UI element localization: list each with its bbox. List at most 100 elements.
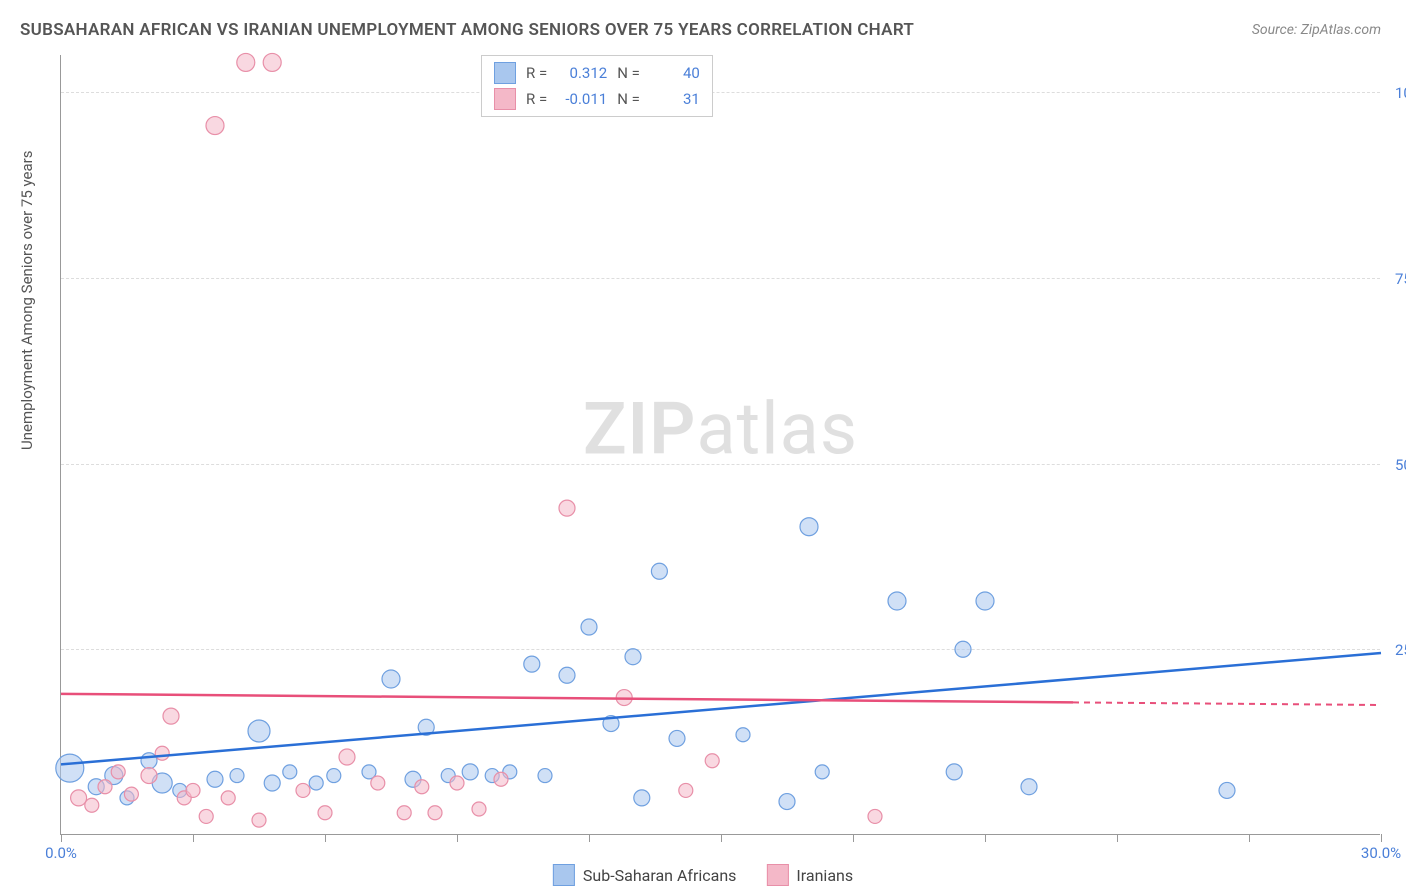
scatter-point <box>186 783 200 797</box>
r-label: R = <box>526 64 547 82</box>
scatter-point <box>283 765 297 779</box>
x-tick <box>193 834 194 842</box>
legend-swatch-1 <box>494 88 516 110</box>
x-tick <box>853 834 854 842</box>
legend-series: Sub-Saharan Africans Iranians <box>553 864 853 886</box>
x-tick <box>589 834 590 842</box>
scatter-point <box>415 780 429 794</box>
scatter-point <box>230 769 244 783</box>
legend-stats: R = 0.312 N = 40 R = -0.011 N = 31 <box>481 55 713 117</box>
scatter-point <box>327 769 341 783</box>
scatter-point <box>237 53 255 71</box>
scatter-point <box>472 802 486 816</box>
n-value-0: 40 <box>650 64 700 82</box>
scatter-point <box>815 765 829 779</box>
scatter-point <box>800 518 818 536</box>
legend-swatch-icon <box>553 864 575 886</box>
scatter-point <box>581 619 597 635</box>
scatter-point <box>705 754 719 768</box>
x-tick <box>985 834 986 842</box>
scatter-point <box>538 769 552 783</box>
scatter-point <box>221 791 235 805</box>
scatter-point <box>559 667 575 683</box>
scatter-point <box>1219 782 1235 798</box>
scatter-point <box>163 708 179 724</box>
scatter-point <box>85 798 99 812</box>
plot-area: ZIPatlas 25.0%50.0%75.0%100.0% 0.0%30.0%… <box>60 55 1380 835</box>
scatter-point <box>494 772 508 786</box>
legend-swatch-0 <box>494 62 516 84</box>
legend-label-0: Sub-Saharan Africans <box>583 866 737 885</box>
scatter-point <box>625 649 641 665</box>
scatter-point <box>955 641 971 657</box>
x-tick <box>1117 834 1118 842</box>
scatter-point <box>71 790 87 806</box>
scatter-point <box>155 746 169 760</box>
n-label: N = <box>617 64 640 82</box>
source-attribution: Source: ZipAtlas.com <box>1252 22 1381 38</box>
scatter-point <box>524 656 540 672</box>
y-tick-label: 25.0% <box>1385 641 1406 659</box>
scatter-point <box>252 813 266 827</box>
scatter-point <box>371 776 385 790</box>
scatter-point <box>736 728 750 742</box>
scatter-svg <box>61 55 1380 834</box>
legend-item-0: Sub-Saharan Africans <box>553 864 737 886</box>
scatter-point <box>318 806 332 820</box>
scatter-point <box>669 730 685 746</box>
scatter-point <box>634 790 650 806</box>
scatter-point <box>264 775 280 791</box>
scatter-point <box>206 117 224 135</box>
n-label: N = <box>617 90 640 108</box>
scatter-point <box>651 563 667 579</box>
r-label: R = <box>526 90 547 108</box>
scatter-point <box>462 764 478 780</box>
scatter-point <box>296 783 310 797</box>
x-tick <box>457 834 458 842</box>
scatter-point <box>397 806 411 820</box>
scatter-point <box>124 787 138 801</box>
scatter-point <box>450 776 464 790</box>
legend-stats-row-0: R = 0.312 N = 40 <box>494 60 700 86</box>
scatter-point <box>248 720 270 742</box>
r-value-1: -0.011 <box>557 90 607 108</box>
scatter-point <box>428 806 442 820</box>
regression-line <box>61 653 1381 764</box>
scatter-point <box>263 53 281 71</box>
scatter-point <box>946 764 962 780</box>
x-tick-label: 0.0% <box>45 844 77 862</box>
scatter-point <box>111 765 125 779</box>
scatter-point <box>1021 779 1037 795</box>
y-tick-label: 75.0% <box>1385 270 1406 288</box>
scatter-point <box>779 794 795 810</box>
y-axis-label: Unemployment Among Seniors over 75 years <box>18 151 36 450</box>
scatter-point <box>868 809 882 823</box>
y-tick-label: 50.0% <box>1385 456 1406 474</box>
scatter-point <box>207 771 223 787</box>
correlation-chart: SUBSAHARAN AFRICAN VS IRANIAN UNEMPLOYME… <box>0 0 1406 892</box>
scatter-point <box>888 592 906 610</box>
y-tick-label: 100.0% <box>1385 84 1406 102</box>
scatter-point <box>309 776 323 790</box>
legend-swatch-icon <box>766 864 788 886</box>
n-value-1: 31 <box>650 90 700 108</box>
x-tick <box>1249 834 1250 842</box>
x-tick-label: 30.0% <box>1361 844 1401 862</box>
x-tick <box>61 834 62 842</box>
scatter-point <box>98 780 112 794</box>
scatter-point <box>56 754 84 782</box>
legend-item-1: Iranians <box>766 864 853 886</box>
x-tick <box>721 834 722 842</box>
scatter-point <box>199 809 213 823</box>
regression-line <box>61 694 1073 703</box>
r-value-0: 0.312 <box>557 64 607 82</box>
scatter-point <box>382 670 400 688</box>
regression-line-dashed <box>1073 702 1381 705</box>
scatter-point <box>976 592 994 610</box>
scatter-point <box>339 749 355 765</box>
scatter-point <box>141 768 157 784</box>
scatter-point <box>559 500 575 516</box>
chart-title: SUBSAHARAN AFRICAN VS IRANIAN UNEMPLOYME… <box>20 20 914 40</box>
x-tick <box>325 834 326 842</box>
legend-label-1: Iranians <box>796 866 853 885</box>
